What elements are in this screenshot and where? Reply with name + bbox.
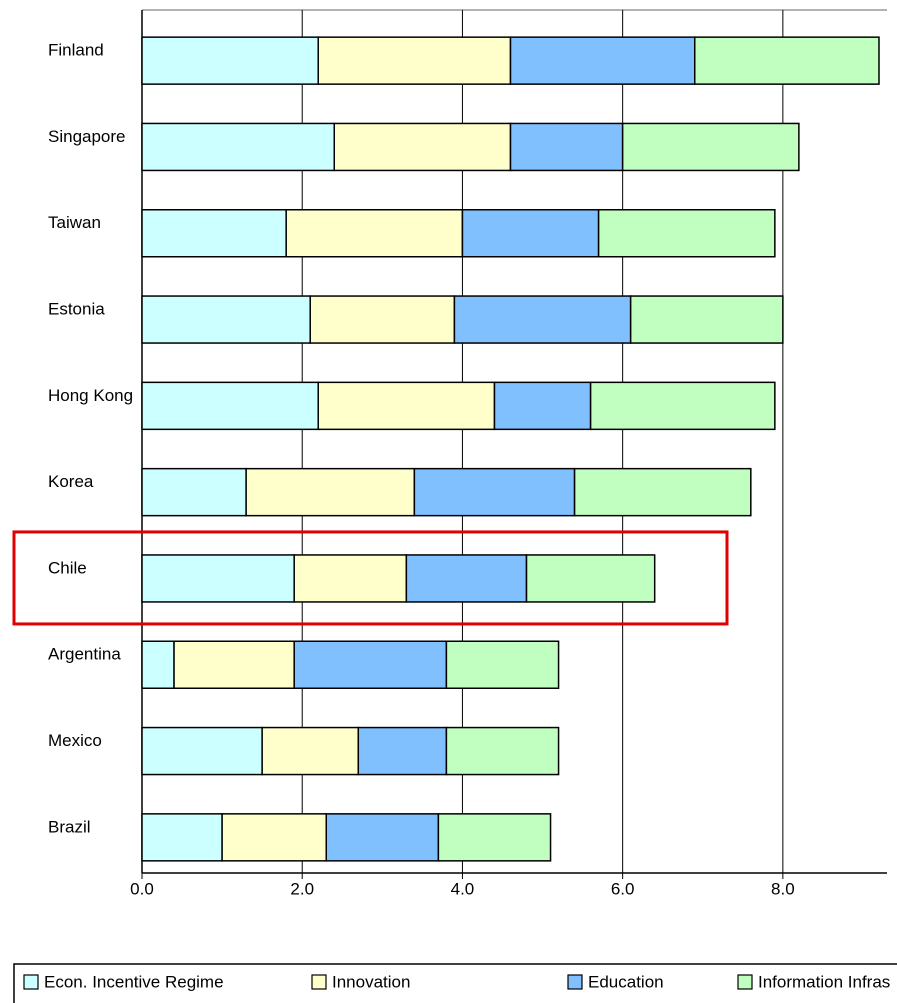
bar-segment [453,295,632,344]
bar-segment [437,813,552,862]
x-tick-label: 0.0 [130,879,154,898]
bar-segment [525,554,656,603]
y-tick-label: Argentina [48,645,121,664]
bar-segment [141,122,336,172]
y-tick-label: Taiwan [48,213,101,232]
bar-segment [461,209,600,258]
y-tick-label: Korea [48,472,94,491]
bar-segment [589,381,776,431]
bar-segment [413,467,576,517]
bar-segment [573,467,752,517]
bar-segment [285,209,464,258]
bar-segment [445,726,560,776]
bar-segment [141,640,175,689]
bar-segment [317,36,512,85]
legend-label: Education [588,972,664,991]
y-tick-label: Finland [48,41,104,60]
legend-swatch [311,974,327,990]
bar-segment [141,554,295,603]
bar-segment [509,122,624,172]
bar-segment [597,209,776,258]
bar-segment [141,726,263,776]
bar-segment [221,813,327,862]
bar-segment [141,36,319,85]
legend-label: Innovation [332,972,410,991]
legend-swatch [23,974,39,990]
y-tick-label: Mexico [48,731,102,750]
bar-segment [693,36,880,85]
bar-segment [293,640,448,689]
y-tick-label: Brazil [48,817,91,836]
bar-segment [141,381,319,431]
x-tick-label: 6.0 [611,879,635,898]
legend-swatch [567,974,583,990]
bar-segment [309,295,456,344]
bar-segment [141,295,311,344]
x-tick-label: 8.0 [771,879,795,898]
bar-segment [173,640,295,689]
bar-segment [493,381,592,431]
bar-segment [317,381,496,431]
legend-swatch [737,974,753,990]
bar-segment [141,467,247,517]
bar-segment [629,295,784,344]
highlight-box [12,530,729,626]
y-tick-label: Chile [48,558,87,577]
x-tick-label: 2.0 [290,879,314,898]
legend-label: Information Infras [758,972,890,991]
bar-segment [445,640,560,689]
bar-segment [621,122,800,172]
bar-segment [245,467,416,517]
bar-segment [141,209,287,258]
y-tick-label: Hong Kong [48,386,133,405]
legend-label: Econ. Incentive Regime [44,972,224,991]
bar-segment [325,813,440,862]
legend-box [13,963,897,1003]
bar-segment [141,813,223,862]
bar-segment [333,122,512,172]
bar-segment [261,726,360,776]
bar-segment [405,554,528,603]
x-tick-label: 4.0 [451,879,475,898]
bar-segment [357,726,448,776]
bar-segment [293,554,408,603]
y-tick-label: Singapore [48,127,126,146]
y-tick-label: Estonia [48,300,105,319]
bar-segment [509,36,696,85]
